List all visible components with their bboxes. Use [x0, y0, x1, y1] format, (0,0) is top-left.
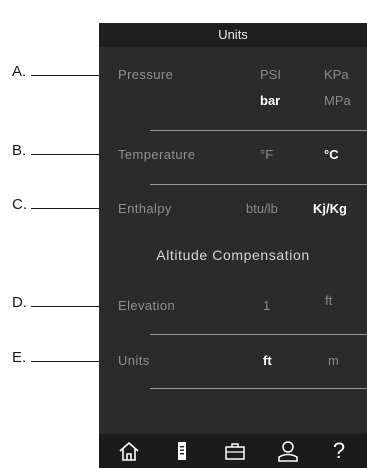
callout-letter: E.: [12, 349, 27, 366]
divider: [150, 334, 367, 335]
temperature-option-f[interactable]: °F: [260, 147, 274, 162]
bottom-nav: ?: [99, 434, 367, 468]
elevation-label: Elevation: [118, 298, 176, 313]
user-icon: [278, 441, 298, 462]
home-icon: [119, 442, 139, 461]
nav-user-button[interactable]: [264, 434, 312, 468]
nav-help-button[interactable]: ?: [315, 434, 363, 468]
divider: [150, 388, 367, 389]
pressure-option-bar[interactable]: bar: [260, 93, 281, 108]
divider: [150, 184, 367, 185]
callout-letter: D.: [12, 294, 27, 311]
callout-line: [31, 75, 114, 76]
pressure-option-mpa[interactable]: MPa: [324, 93, 351, 108]
toolbox-icon: [225, 443, 245, 460]
device-screen: Units Pressure PSI KPa bar MPa Temperatu…: [99, 23, 367, 468]
callout-line: [31, 208, 114, 209]
page-title: Units: [99, 23, 367, 47]
callout-line: [31, 306, 114, 307]
elevation-value[interactable]: 1: [263, 298, 271, 313]
altitude-section-title: Altitude Compensation: [156, 247, 310, 263]
nav-home-button[interactable]: [105, 434, 153, 468]
callout-line: [31, 361, 114, 362]
units-option-ft[interactable]: ft: [263, 353, 272, 368]
enthalpy-option-kj[interactable]: Kj/Kg: [313, 201, 347, 216]
callout-letter: C.: [12, 196, 27, 213]
help-icon: ?: [332, 438, 346, 463]
callout-line: [31, 154, 114, 155]
units-option-m[interactable]: m: [328, 353, 339, 368]
enthalpy-option-btu[interactable]: btu/lb: [246, 201, 278, 216]
pressure-option-psi[interactable]: PSI: [260, 67, 281, 82]
pressure-label: Pressure: [118, 67, 174, 82]
pressure-option-kpa[interactable]: KPa: [324, 67, 349, 82]
temperature-label: Temperature: [118, 147, 196, 162]
divider: [150, 130, 367, 131]
file-icon: [178, 442, 186, 460]
units-label: Units: [118, 353, 150, 368]
nav-toolbox-button[interactable]: [211, 434, 259, 468]
callout-letter: A.: [12, 63, 27, 80]
callout-letter: B.: [12, 142, 27, 159]
enthalpy-label: Enthalpy: [118, 201, 172, 216]
temperature-option-c[interactable]: °C: [324, 147, 339, 162]
elevation-unit: ft: [325, 293, 333, 308]
nav-file-button[interactable]: [158, 434, 206, 468]
